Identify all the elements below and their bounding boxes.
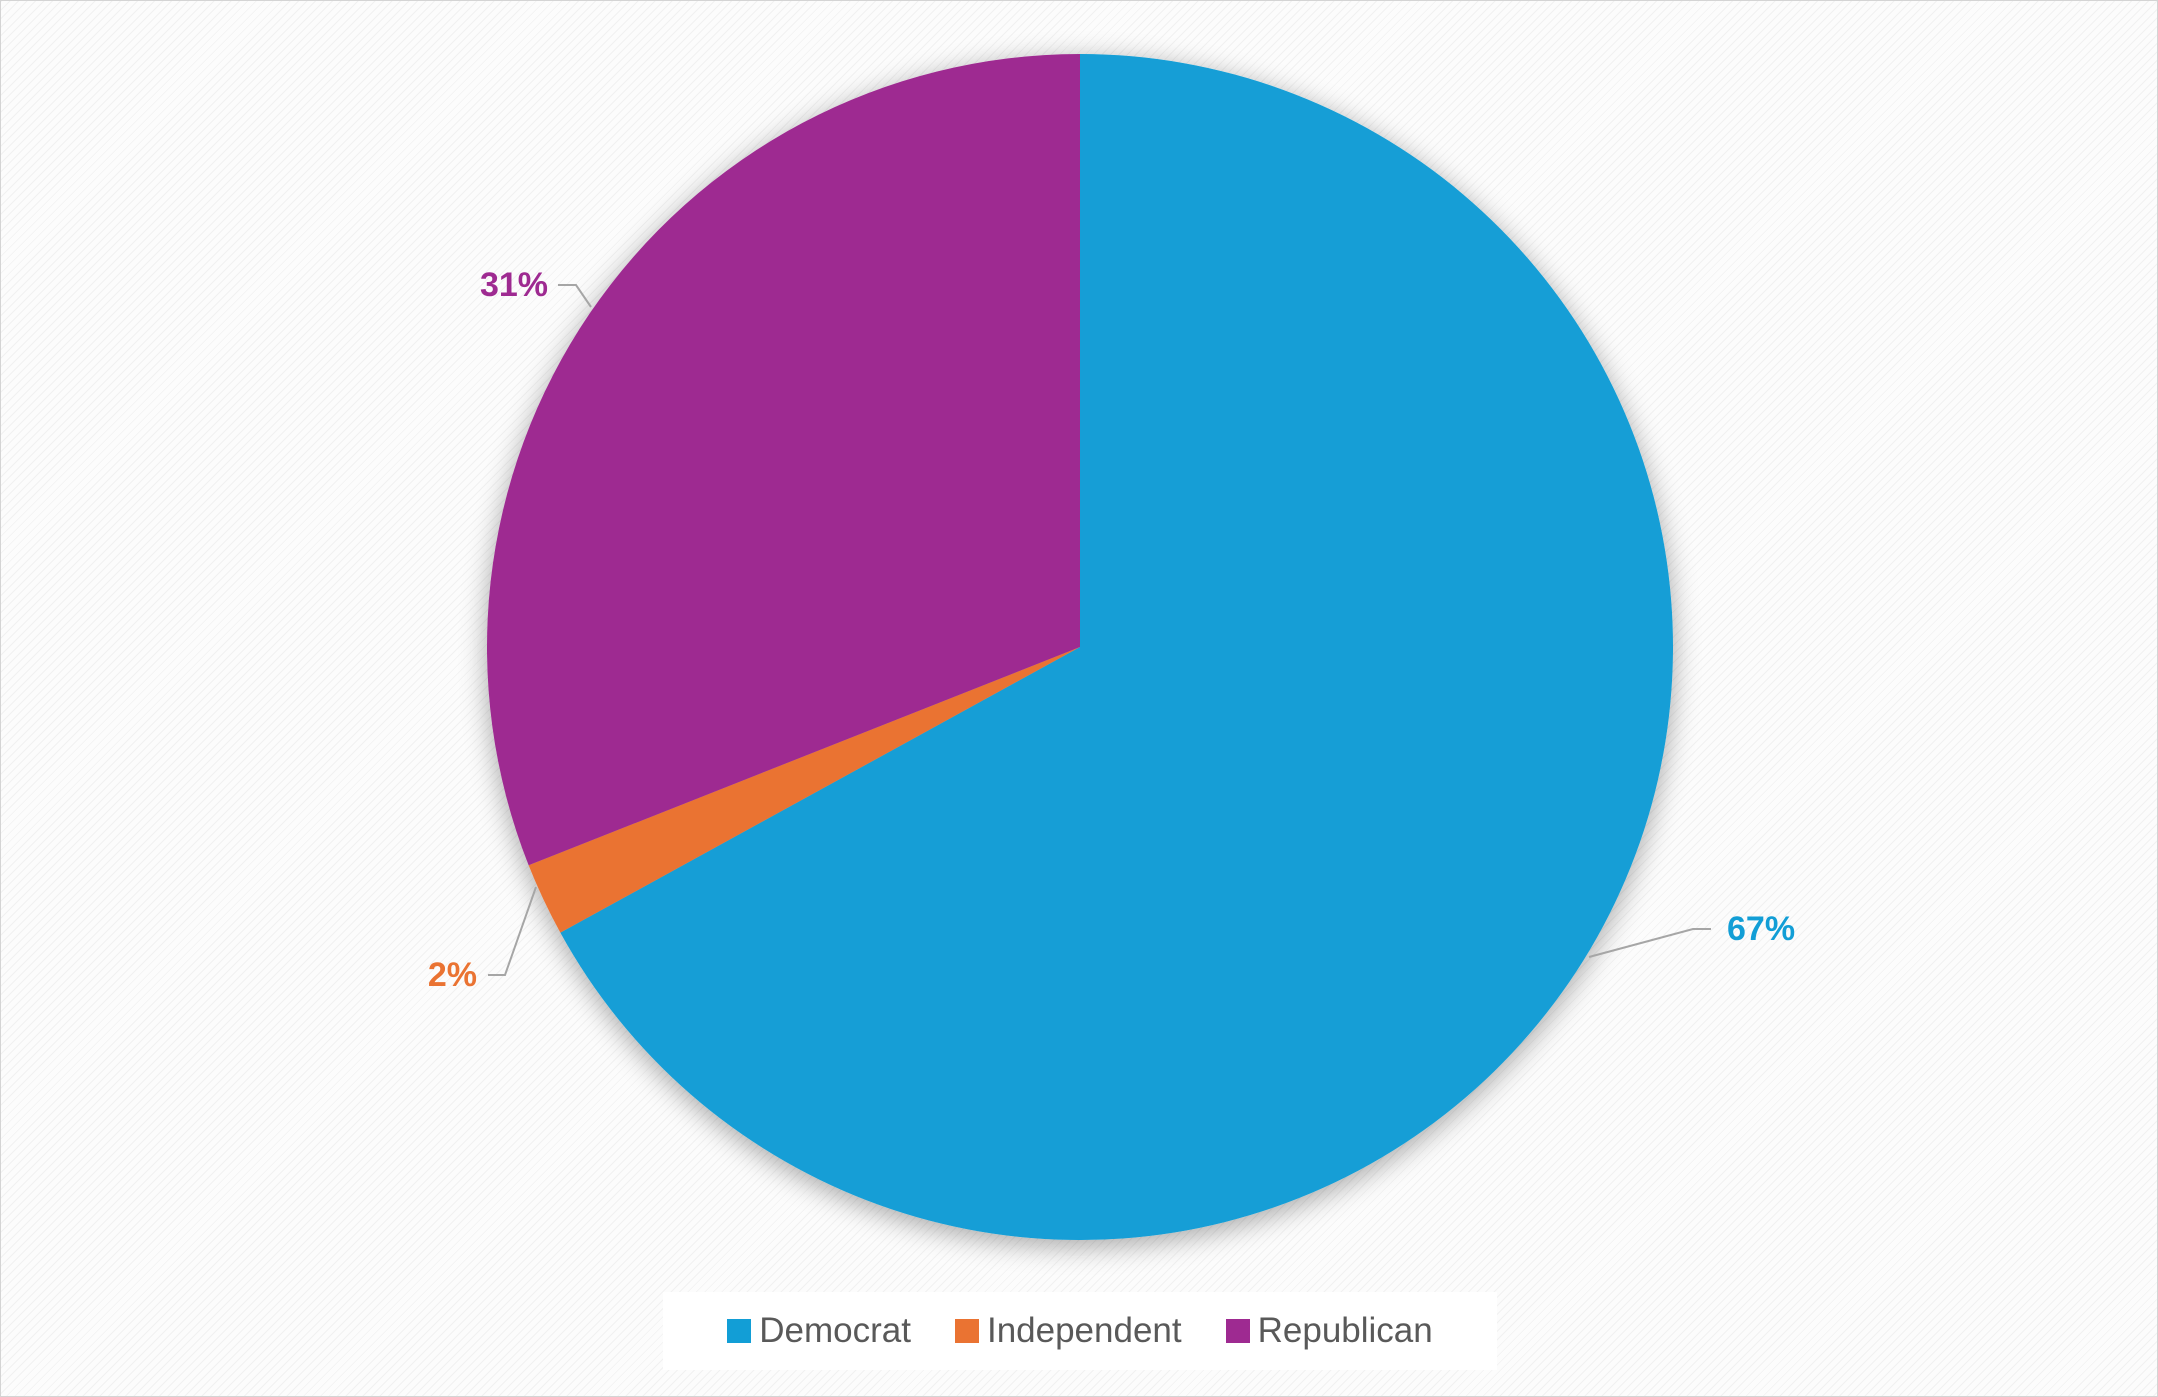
leader-line-republican xyxy=(558,284,592,308)
legend-label-republican: Republican xyxy=(1257,1311,1433,1350)
data-label-democrat: 67% xyxy=(1727,910,1795,948)
pie-slice-republican[interactable] xyxy=(487,54,1081,866)
legend-item-democrat[interactable]: Democrat xyxy=(727,1311,911,1351)
legend-swatch-independent xyxy=(954,1319,979,1343)
data-labels: 67% 2% 31% xyxy=(428,266,1795,994)
leader-line-independent xyxy=(488,886,537,976)
data-label-republican: 31% xyxy=(480,266,548,304)
pie-slices xyxy=(487,54,1674,1240)
legend-label-democrat: Democrat xyxy=(759,1311,911,1350)
legend: Democrat Independent Republican xyxy=(663,1292,1497,1370)
leader-line-democrat xyxy=(1588,928,1711,958)
legend-item-independent[interactable]: Independent xyxy=(954,1311,1182,1351)
leader-lines xyxy=(488,284,1711,976)
pie-slice-democrat[interactable] xyxy=(560,54,1674,1240)
data-label-independent: 2% xyxy=(428,956,477,994)
legend-swatch-democrat xyxy=(727,1319,752,1343)
legend-swatch-republican xyxy=(1225,1319,1250,1343)
legend-item-republican[interactable]: Republican xyxy=(1225,1311,1433,1351)
legend-label-independent: Independent xyxy=(986,1311,1182,1350)
pie-slice-independent[interactable] xyxy=(528,647,1080,933)
